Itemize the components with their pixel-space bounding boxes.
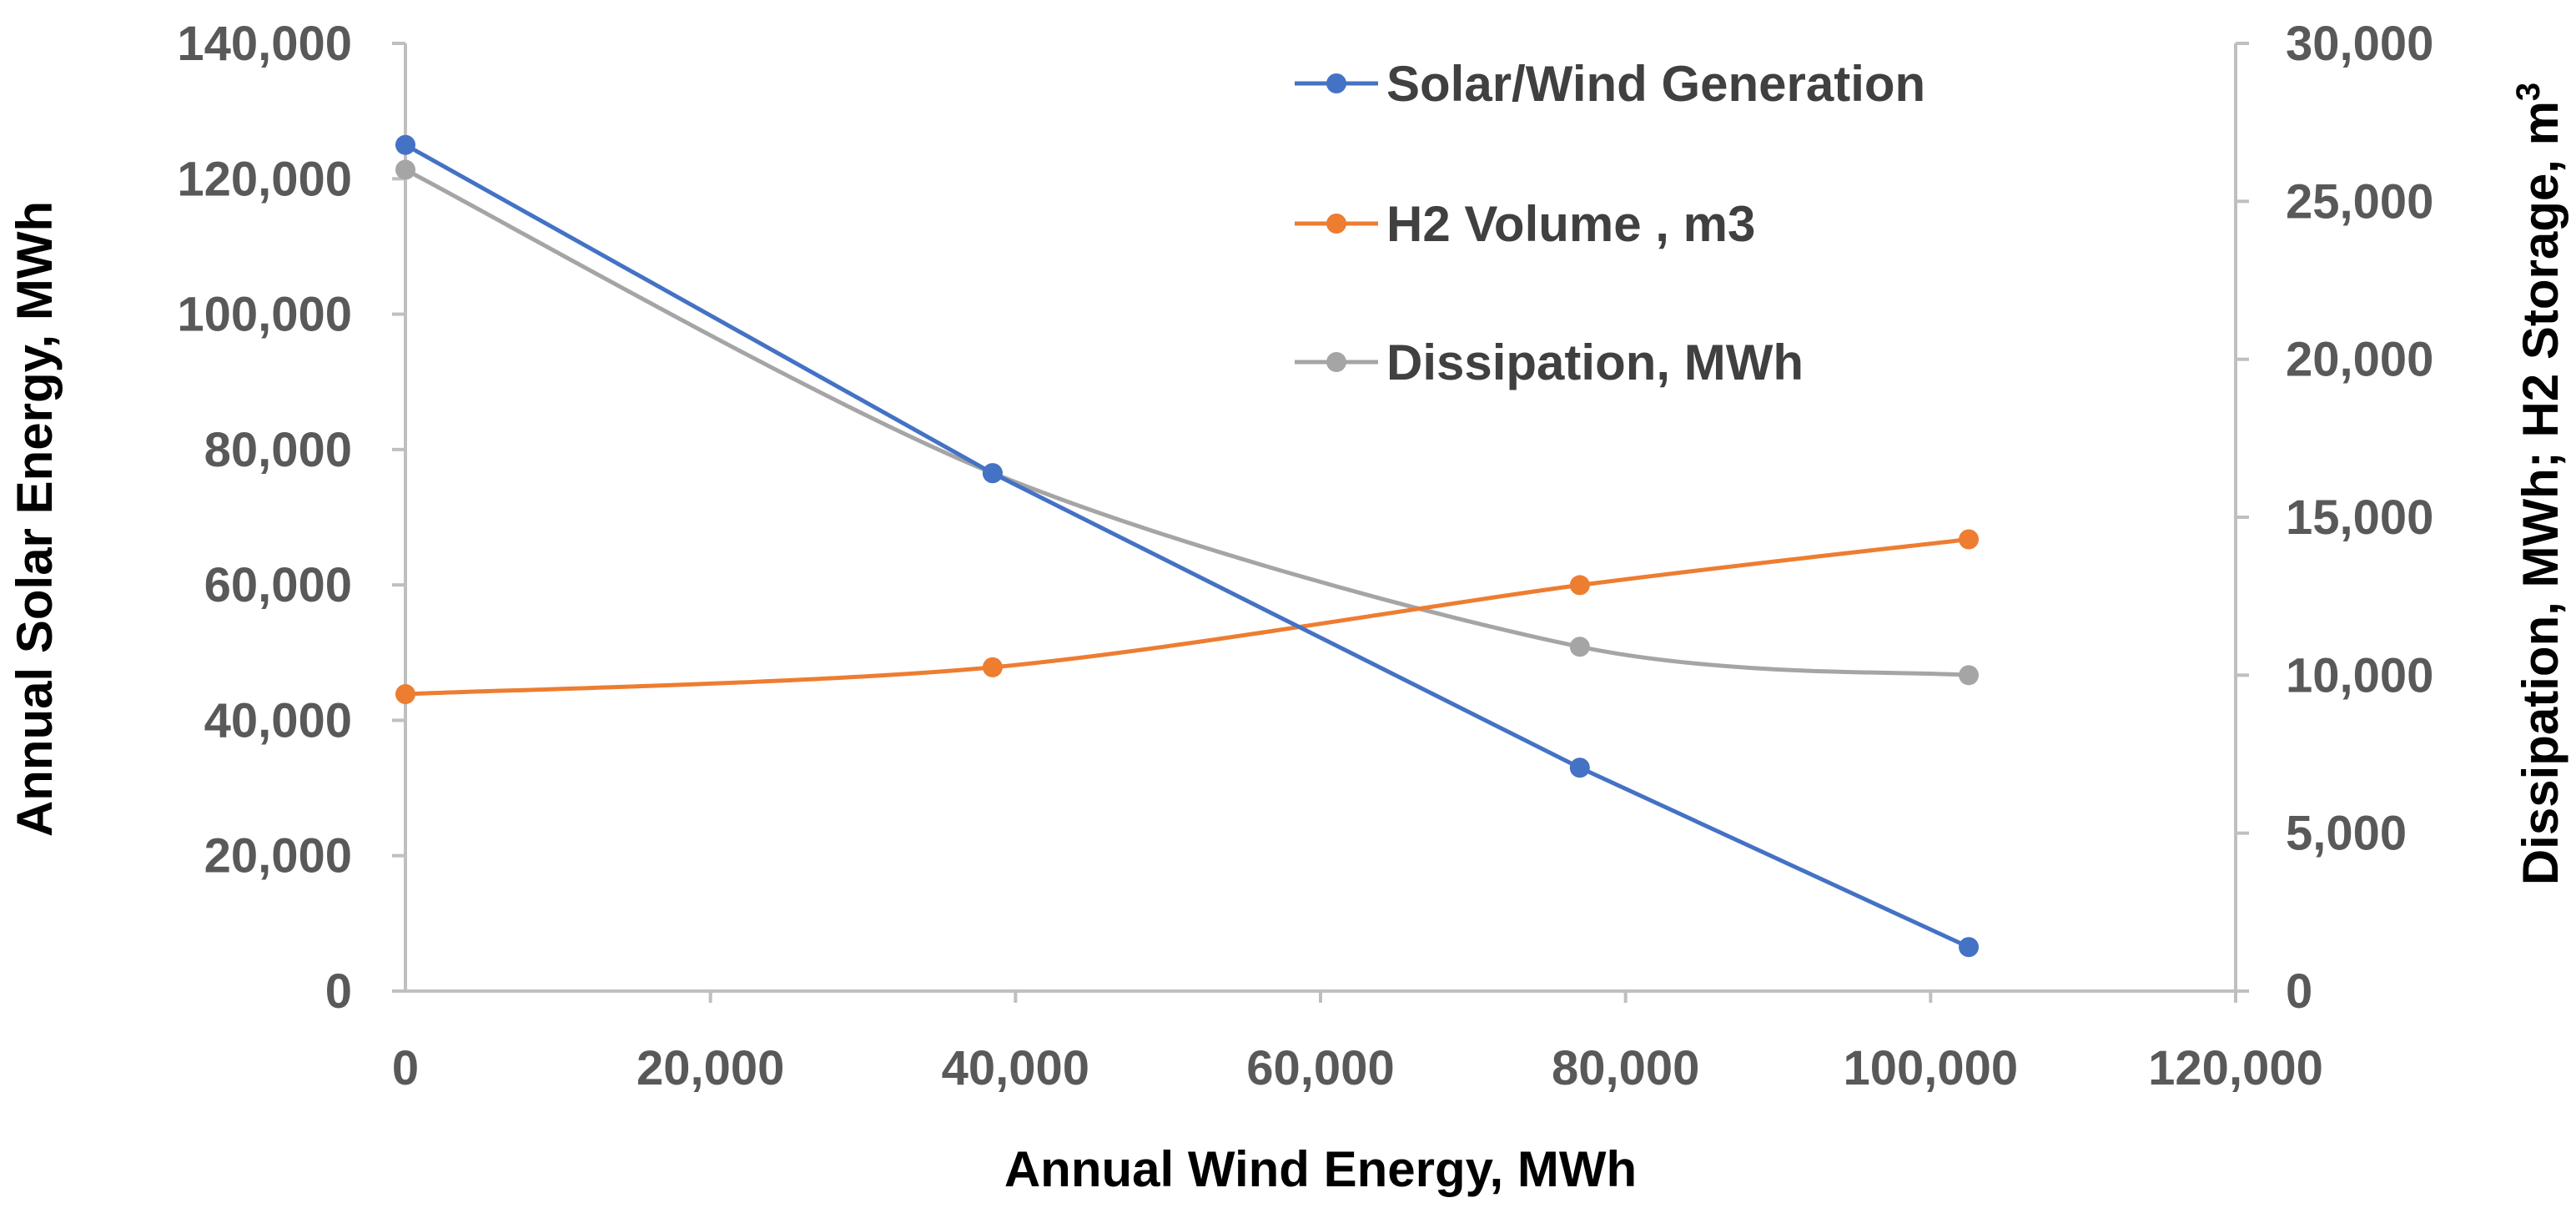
data-point-solar-wind-generation xyxy=(1569,757,1590,778)
y-right-ticks: 0 5,000 10,000 15,000 20,000 25,000 30,000 xyxy=(2236,17,2433,1019)
y-left-tick-label: 40,000 xyxy=(204,693,352,747)
x-axis-title: Annual Wind Energy, MWh xyxy=(1004,1141,1637,1197)
y-left-tick-label: 20,000 xyxy=(204,829,352,883)
y-left-tick-label: 80,000 xyxy=(204,423,352,477)
y-right-tick-label: 20,000 xyxy=(2286,333,2433,387)
data-point-h2-volume xyxy=(395,684,415,705)
legend-marker-h2-volume xyxy=(1326,214,1346,234)
legend-label-h2-volume: H2 Volume , m3 xyxy=(1386,196,1755,252)
y-left-tick-label: 100,000 xyxy=(177,288,352,342)
series-dissipation xyxy=(395,159,1980,686)
legend-item-h2-volume: H2 Volume , m3 xyxy=(1295,196,1755,252)
x-tick-label: 60,000 xyxy=(1246,1041,1394,1095)
legend-label-solar-wind-generation: Solar/Wind Generation xyxy=(1386,56,1925,112)
series-line-dissipation xyxy=(404,168,1970,677)
legend-label-dissipation: Dissipation, MWh xyxy=(1386,335,1804,390)
right-axis-title: Dissipation, MWh; H2 Storage, m3 xyxy=(2510,83,2568,885)
y-left-tick-label: 60,000 xyxy=(204,558,352,612)
x-tick-label: 100,000 xyxy=(1844,1041,2019,1095)
x-tick-label: 20,000 xyxy=(636,1041,784,1095)
data-point-dissipation xyxy=(1569,637,1590,657)
data-point-dissipation xyxy=(395,159,415,180)
data-point-dissipation xyxy=(1959,665,1980,686)
y-left-tick-label: 0 xyxy=(325,964,352,1019)
y-right-tick-label: 25,000 xyxy=(2286,174,2433,229)
right-axis-title-main: Dissipation, MWh; H2 Storage, m xyxy=(2513,101,2568,885)
y-right-tick-label: 5,000 xyxy=(2286,807,2407,861)
x-tick-label: 0 xyxy=(392,1041,419,1095)
x-ticks: 0 20,000 40,000 60,000 80,000 100,000 120,000 xyxy=(392,991,2323,1095)
series-h2-volume xyxy=(395,529,1980,705)
legend-item-solar-wind-generation: Solar/Wind Generation xyxy=(1295,56,1925,112)
y-left-tick-label: 140,000 xyxy=(177,17,352,71)
series-line-h2-volume xyxy=(405,537,1970,697)
y-right-tick-label: 10,000 xyxy=(2286,648,2433,702)
data-point-h2-volume xyxy=(1569,575,1590,596)
data-point-solar-wind-generation xyxy=(982,463,1003,484)
plot-area xyxy=(404,43,2237,993)
series-layer xyxy=(395,134,1980,958)
legend: Solar/Wind Generation H2 Volume , m3 Dissi… xyxy=(1295,56,1925,390)
series-solar-wind-generation xyxy=(395,134,1980,958)
data-point-h2-volume xyxy=(982,657,1003,677)
y-left-tick-label: 120,000 xyxy=(177,152,352,206)
legend-marker-dissipation xyxy=(1326,352,1346,372)
data-point-solar-wind-generation xyxy=(1959,937,1980,958)
y-right-tick-label: 15,000 xyxy=(2286,491,2433,545)
x-tick-label: 40,000 xyxy=(942,1041,1089,1095)
left-axis-title: Annual Solar Energy, MWh xyxy=(7,201,63,837)
y-right-tick-label: 0 xyxy=(2286,964,2312,1019)
y-right-tick-label: 30,000 xyxy=(2286,17,2433,71)
legend-marker-solar-wind-generation xyxy=(1326,73,1346,93)
data-point-solar-wind-generation xyxy=(395,134,415,155)
x-tick-label: 120,000 xyxy=(2148,1041,2323,1095)
y-left-ticks: 0 20,000 40,000 60,000 80,000 100,000 120,000 1… xyxy=(177,17,405,1019)
legend-item-dissipation: Dissipation, MWh xyxy=(1295,335,1804,390)
series-line-solar-wind-generation xyxy=(404,143,1970,949)
x-tick-label: 80,000 xyxy=(1552,1041,1699,1095)
right-axis-title-superscript: 3 xyxy=(2510,83,2547,101)
data-point-h2-volume xyxy=(1959,529,1980,550)
